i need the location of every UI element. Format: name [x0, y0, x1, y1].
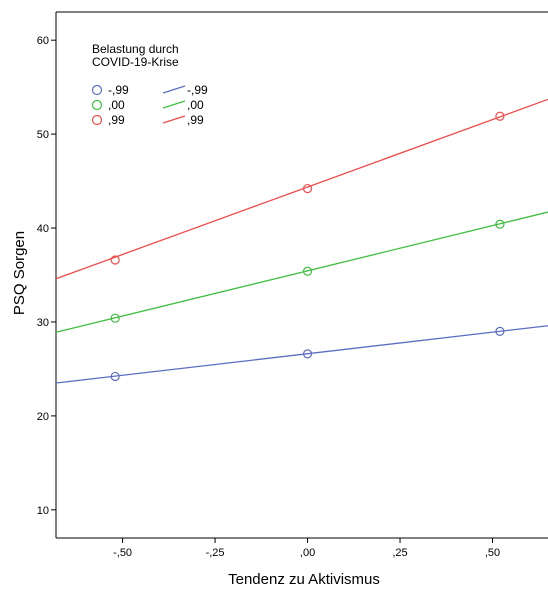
x-tick-label: ,00: [300, 547, 315, 559]
data-point-marker: [302, 349, 313, 359]
legend-line-label: ,00: [187, 98, 204, 112]
data-point-marker: [302, 266, 313, 276]
y-tick-label: 30: [37, 317, 49, 329]
data-point-marker: [110, 255, 120, 265]
legend-title: Belastung durch: [92, 42, 179, 56]
x-tick-label: ,25: [392, 547, 407, 559]
data-markers: [110, 111, 505, 382]
y-axis-title: PSQ Sorgen: [11, 231, 28, 315]
y-tick-label: 10: [37, 505, 49, 517]
axes: 10 20 30 40 50 60 -,50 -,25 ,00 ,25 ,50: [37, 11, 548, 559]
fit-line: [55, 98, 548, 280]
x-tick-label: -,50: [113, 547, 132, 559]
legend-title: COVID-19-Krise: [92, 55, 179, 69]
fit-line: [55, 325, 548, 384]
data-point-marker: [110, 371, 120, 382]
y-tick-label: 50: [37, 129, 49, 141]
legend-marker-swatch: [91, 99, 103, 111]
legend-marker-label: ,99: [108, 113, 125, 127]
x-axis-title: Tendenz zu Aktivismus: [228, 571, 380, 588]
legend-marker-swatch: [91, 84, 103, 96]
data-point-marker: [495, 326, 505, 336]
x-tick-label: ,50: [485, 547, 500, 559]
data-point-marker: [302, 183, 313, 194]
legend-marker-swatch: [91, 114, 103, 126]
legend-line-label: ,99: [187, 113, 204, 127]
legend-line-swatch: [162, 115, 186, 124]
data-point-marker: [495, 219, 505, 229]
y-tick-label: 40: [37, 223, 49, 235]
legend-line-swatch: [162, 100, 186, 109]
legend-line-swatch: [162, 85, 186, 94]
y-tick-label: 20: [37, 411, 49, 423]
x-tick-label: -,25: [206, 547, 225, 559]
data-point-marker: [495, 111, 505, 121]
legend-line-label: -,99: [187, 83, 208, 97]
legend-marker-label: -,99: [108, 83, 129, 97]
legend-marker-label: ,00: [108, 98, 125, 112]
fit-lines: [55, 98, 548, 384]
data-point-marker: [110, 313, 120, 323]
y-tick-label: 60: [37, 35, 49, 47]
fit-line: [55, 211, 548, 333]
